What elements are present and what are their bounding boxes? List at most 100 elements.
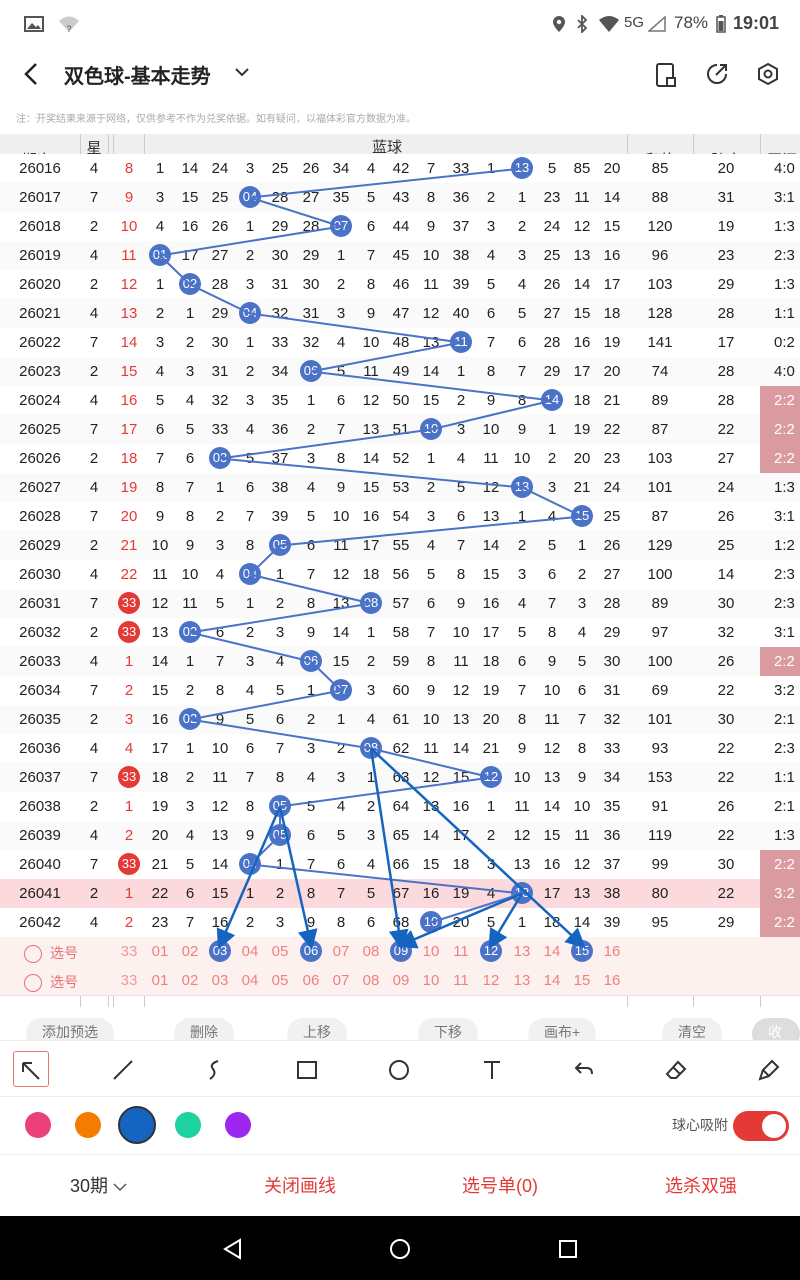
pick-ball-cell[interactable]: 10 xyxy=(422,943,440,960)
table-row[interactable]: 26018 2 10 4 16 26 1 29 28 07 6 44 9 37 3 2 24 12 15 120 19 1… xyxy=(0,212,800,241)
pick-ball-cell[interactable]: 14 xyxy=(543,943,561,960)
pick-ball-cell[interactable]: 05 xyxy=(271,943,289,960)
pick-radio[interactable]: 选号 xyxy=(24,972,78,993)
settings-icon[interactable] xyxy=(756,62,780,91)
nav-back-icon[interactable] xyxy=(222,1238,244,1265)
table-row[interactable]: 26036 4 4 17 1 10 6 7 3 2 08 62 11 14 21 9 12 8 33 93 22 2:3 xyxy=(0,734,800,763)
line-icon[interactable] xyxy=(105,1051,141,1087)
blue-hit-ball[interactable]: 08 xyxy=(360,737,382,759)
pick-ball-cell[interactable]: 02 xyxy=(181,972,199,989)
table-row[interactable]: 26027 4 19 8 7 1 6 38 4 9 15 53 2 5 12 13 3 21 24 101 24 1:3 xyxy=(0,473,800,502)
blue-hit-ball[interactable]: 03 xyxy=(209,447,231,469)
blue-hit-ball[interactable]: 05 xyxy=(269,824,291,846)
canvas-plus-button[interactable]: 画布+ xyxy=(528,1018,597,1040)
table-row[interactable]: 26033 4 1 14 1 7 3 4 06 15 2 59 8 11 18 6 9 5 30 100 26 2:2 xyxy=(0,647,800,676)
table-row[interactable]: 26035 2 3 16 02 9 5 6 2 1 4 61 10 13 20 8 11 7 32 101 30 2:1 xyxy=(0,705,800,734)
close-draw-button[interactable]: 关闭画线 xyxy=(264,1176,336,1196)
circle-icon[interactable] xyxy=(381,1051,417,1087)
blue-hit-ball[interactable]: 06 xyxy=(300,360,322,382)
red33-hit-ball[interactable]: 33 xyxy=(118,766,140,788)
kill-strong-button[interactable]: 选杀双强 xyxy=(665,1176,737,1196)
table-row[interactable]: 26019 4 11 01 17 27 2 30 29 1 7 45 10 38 4 3 25 13 16 96 23 2… xyxy=(0,241,800,270)
pick-radio[interactable]: 选号 xyxy=(24,943,78,964)
red33-hit-ball[interactable]: 33 xyxy=(118,621,140,643)
pick-ball-cell[interactable]: 08 xyxy=(362,972,380,989)
pick-ball-cell[interactable]: 04 xyxy=(241,943,259,960)
blue-hit-ball[interactable]: 04 xyxy=(239,302,261,324)
table-row[interactable]: 26041 2 1 22 6 15 1 2 8 7 5 67 16 19 4 13 17 13 38 80 22 3:2 xyxy=(0,879,800,908)
eraser-icon[interactable] xyxy=(658,1051,694,1087)
blue-hit-ball[interactable]: 12 xyxy=(480,766,502,788)
blue-hit-ball[interactable]: 15 xyxy=(571,505,593,527)
text-icon[interactable] xyxy=(474,1051,510,1087)
table-row[interactable]: 26042 4 2 23 7 16 2 3 9 8 6 68 10 20 5 1 18 14 39 95 29 2:2 xyxy=(0,908,800,937)
blue-hit-ball[interactable]: 13 xyxy=(511,157,533,179)
pick-red33[interactable]: 33 xyxy=(120,972,138,989)
table-row[interactable]: 26023 2 15 4 3 31 2 34 06 5 11 49 14 1 8 7 29 17 20 74 28 4:0 xyxy=(0,357,800,386)
table-row[interactable]: 26028 7 20 9 8 2 7 39 5 10 16 54 3 6 13 1 4 15 25 87 26 3:1 xyxy=(0,502,800,531)
blue-hit-ball[interactable]: 07 xyxy=(330,215,352,237)
blue-hit-ball[interactable]: 04 xyxy=(239,186,261,208)
pick-selected-ball[interactable]: 06 xyxy=(300,940,322,962)
blue-hit-ball[interactable]: 02 xyxy=(179,708,201,730)
table-row[interactable]: 26025 7 17 6 5 33 4 36 2 7 13 51 10 3 10 9 1 19 22 87 22 2:2 xyxy=(0,415,800,444)
pick-ball-cell[interactable]: 02 xyxy=(181,943,199,960)
pick-ball-cell[interactable]: 03 xyxy=(211,972,229,989)
table-row[interactable]: 26029 2 21 10 9 3 8 05 6 11 17 55 4 7 14 2 5 1 26 129 25 1:2 xyxy=(0,531,800,560)
nav-recent-icon[interactable] xyxy=(558,1239,578,1264)
pick-ball-cell[interactable]: 16 xyxy=(603,972,621,989)
pick-selected-ball[interactable]: 09 xyxy=(390,940,412,962)
table-row[interactable]: 26016 4 8 1 14 24 3 25 26 34 4 42 7 33 1 13 5 85 20 85 20 4:0 xyxy=(0,154,800,183)
undo-icon[interactable] xyxy=(566,1051,602,1087)
pick-ball-cell[interactable]: 08 xyxy=(362,943,380,960)
pick-ball-cell[interactable]: 07 xyxy=(332,972,350,989)
pick-ball-cell[interactable]: 12 xyxy=(482,972,500,989)
pick-ball-cell[interactable]: 05 xyxy=(271,972,289,989)
pick-red33[interactable]: 33 xyxy=(120,943,138,960)
blue-hit-ball[interactable]: 07 xyxy=(330,679,352,701)
curve-icon[interactable] xyxy=(197,1051,233,1087)
pick-selected-ball[interactable]: 12 xyxy=(480,940,502,962)
blue-hit-ball[interactable]: 10 xyxy=(420,418,442,440)
color-swatch-purple[interactable] xyxy=(225,1112,251,1138)
back-icon[interactable] xyxy=(18,60,46,88)
blue-hit-ball[interactable]: 05 xyxy=(269,534,291,556)
blue-hit-ball[interactable]: 14 xyxy=(541,389,563,411)
blue-hit-ball[interactable]: 13 xyxy=(511,476,533,498)
table-row[interactable]: 26026 2 18 7 6 03 5 37 3 8 14 52 1 4 11 10 2 20 23 103 27 2:2 xyxy=(0,444,800,473)
table-row[interactable]: 26024 4 16 5 4 32 3 35 1 6 12 50 15 2 9 8 14 18 21 89 28 2:2 xyxy=(0,386,800,415)
blue-hit-ball[interactable]: 11 xyxy=(450,331,472,353)
color-swatch-blue-selected[interactable] xyxy=(118,1106,156,1144)
blue-hit-ball[interactable]: 08 xyxy=(360,592,382,614)
table-row[interactable]: 26034 7 2 15 2 8 4 5 1 07 3 60 9 12 19 7 10 6 31 69 22 3:2 xyxy=(0,676,800,705)
blue-hit-ball[interactable]: 04 xyxy=(239,563,261,585)
color-swatch-green[interactable] xyxy=(175,1112,201,1138)
pick-ball-cell[interactable]: 15 xyxy=(573,972,591,989)
rectangle-icon[interactable] xyxy=(289,1051,325,1087)
table-row[interactable]: 26017 7 9 3 15 25 04 28 27 35 5 43 8 36 2 1 23 11 14 88 31 3:… xyxy=(0,183,800,212)
blue-hit-ball[interactable]: 02 xyxy=(179,621,201,643)
table-row[interactable]: 26020 2 12 1 02 28 3 31 30 2 8 46 11 39 5 4 26 14 17 103 29 1… xyxy=(0,270,800,299)
blue-hit-ball[interactable]: 06 xyxy=(300,650,322,672)
pick-ball-cell[interactable]: 01 xyxy=(151,943,169,960)
arrow-select-icon[interactable] xyxy=(13,1051,49,1087)
pick-ball-cell[interactable]: 16 xyxy=(603,943,621,960)
chevron-down-icon[interactable] xyxy=(234,64,250,85)
table-row[interactable]: 26030 4 22 11 10 4 04 1 7 12 18 56 5 8 15 3 6 2 27 100 14 2:3 xyxy=(0,560,800,589)
clear-button[interactable]: 清空 xyxy=(662,1018,722,1040)
blue-hit-ball[interactable]: 04 xyxy=(239,853,261,875)
blue-hit-ball[interactable]: 01 xyxy=(149,244,171,266)
table-row[interactable]: 26022 7 14 3 2 30 1 33 32 4 10 48 13 11 7 6 28 16 19 141 17 0… xyxy=(0,328,800,357)
collapse-button[interactable]: 收起 xyxy=(752,1018,800,1040)
pick-ball-cell[interactable]: 11 xyxy=(453,943,469,960)
red33-hit-ball[interactable]: 33 xyxy=(118,592,140,614)
snap-toggle[interactable] xyxy=(733,1111,789,1141)
pick-ball-cell[interactable]: 06 xyxy=(302,972,320,989)
table-row[interactable]: 26039 4 2 20 4 13 9 05 6 5 3 65 14 17 2 12 15 11 36 119 22 1:… xyxy=(0,821,800,850)
table-row[interactable]: 26032 2 33 13 02 6 2 3 9 14 1 58 7 10 17 5 8 4 29 97 32 3:1 xyxy=(0,618,800,647)
table-row[interactable]: 26031 7 33 12 11 5 1 2 8 13 08 57 6 9 16 4 7 3 28 89 30 2:3 xyxy=(0,589,800,618)
pick-ball-cell[interactable]: 13 xyxy=(513,943,531,960)
share-icon[interactable] xyxy=(705,62,729,91)
brush-clear-icon[interactable] xyxy=(751,1051,787,1087)
screenshot-icon[interactable] xyxy=(654,62,678,93)
